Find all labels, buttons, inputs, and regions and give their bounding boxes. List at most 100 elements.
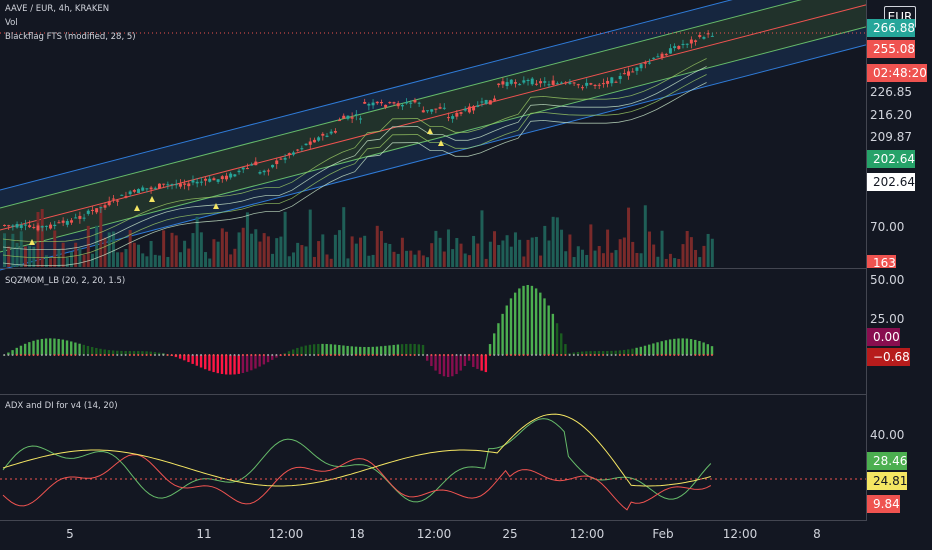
volume-bar [643,205,647,267]
price-tag-band: 202.64 [867,150,915,168]
squeeze-dot [551,354,554,356]
squeeze-dot [296,354,299,356]
squeeze-bar [668,339,672,355]
volume-bar [656,256,660,267]
squeeze-bar [107,350,111,355]
squeeze-bar [250,355,253,371]
volume-bar [220,228,224,267]
squeeze-dot [698,354,701,356]
squeeze-dot [32,354,35,356]
squeeze-dot [149,354,152,356]
squeeze-dot [166,354,169,356]
squeeze-bar [346,345,349,355]
adx-tag: 24.81 [867,472,908,490]
candle-body [359,118,362,120]
candle-body [668,48,672,54]
squeeze-bar [392,344,395,355]
candle-body [702,37,706,39]
candle-body [74,217,78,219]
squeeze-bar [220,355,224,374]
squeeze-dot [426,354,429,356]
candle-body [706,33,710,35]
squeeze-dot [124,354,127,356]
squeeze-dot [212,354,215,356]
squeeze-bar [660,341,663,355]
volume-bar [359,237,362,267]
volume-bar [208,258,212,267]
volume-bar [116,252,120,267]
time-label: 12:00 [722,527,758,541]
squeeze-dot [19,354,22,356]
squeeze-bar [710,346,714,355]
volume-bar [652,244,656,267]
squeeze-bar [187,355,190,363]
squeeze-dot [681,354,684,356]
volume-legend[interactable]: Vol [5,18,18,28]
squeeze-bar [476,355,479,369]
squeeze-bar [359,346,362,355]
volume-bar [342,207,346,267]
squeeze-bar [673,338,676,355]
candle-body [409,102,413,104]
squeeze-dot [61,354,64,356]
squeeze-bar [375,346,379,355]
symbol-legend[interactable]: AAVE / EUR, 4h, KRAKEN [5,4,110,14]
candle-body [647,62,651,64]
squeeze-dot [57,354,60,356]
volume-bar [258,241,262,267]
adx-legend[interactable]: ADX and DI for v4 (14, 20) [5,401,118,411]
candle-body [208,178,212,182]
candle-body [57,222,61,224]
volume-bar [44,255,48,267]
squeeze-bar [111,350,115,355]
squeeze-bar [354,346,358,355]
fts-legend[interactable]: Blackflag FTS (modified, 28, 5) [5,32,136,42]
volume-bar [681,244,685,267]
squeeze-bar [576,351,580,355]
candle-body [78,215,82,219]
candle-body [467,106,471,113]
squeeze-bar [501,313,504,355]
squeeze-dot [669,354,672,356]
squeeze-dot [497,354,500,356]
squeeze-bar [631,348,634,355]
squeeze-dot [53,354,56,356]
volume-bar [421,255,425,267]
squeeze-bar [555,323,559,355]
volume-bar [271,253,275,267]
candle-body [597,84,601,86]
candle-body [312,139,316,143]
volume-bar [49,258,53,267]
squeeze-dot [518,354,521,356]
squeeze-bar [371,346,374,355]
volume-bar [509,246,513,267]
squeeze-dot [40,354,43,356]
squeeze-bar [681,338,684,355]
squeeze-bar [191,355,194,364]
pane-divider-2[interactable] [0,394,866,395]
pane-divider-1[interactable] [0,268,866,269]
squeeze-bar [23,343,27,355]
candle-body [204,178,208,181]
candle-body [250,164,254,166]
volume-bar [107,232,111,267]
squeeze-dot [392,354,395,356]
squeeze-dot [422,354,425,356]
squeeze-dot [501,354,504,356]
volume-bar [568,234,572,267]
volume-bar [300,245,304,267]
squeeze-dot [342,354,345,356]
signal-triangle [29,239,35,245]
volume-bar [329,258,333,267]
squeeze-bar [434,355,437,371]
squeeze-bar [132,351,136,355]
fts-band-line [2,66,707,250]
squeeze-bar [212,355,215,373]
price-label: 226.85 [870,85,912,99]
volume-bar [120,252,124,267]
candle-body [99,207,103,209]
candle-body [61,220,65,223]
squeeze-legend[interactable]: SQZMOM_LB (20, 2, 20, 1.5) [5,276,126,286]
squeeze-bar [472,355,475,368]
